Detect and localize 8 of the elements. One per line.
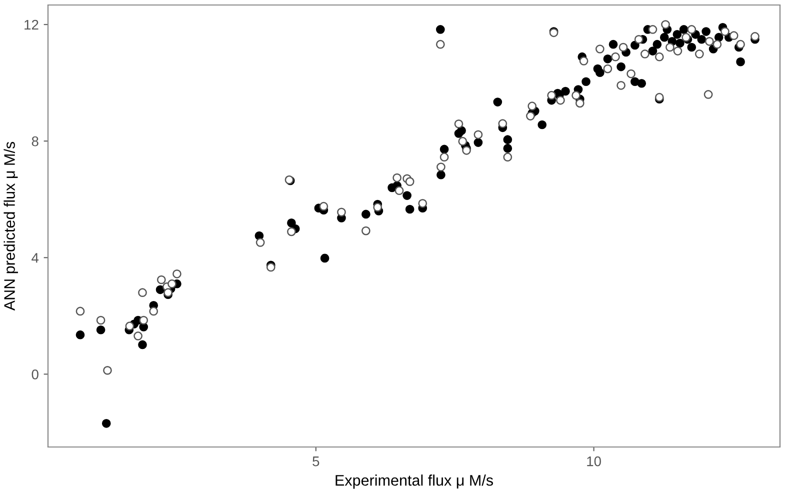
y-tick-label: 4	[32, 253, 39, 263]
y-axis-title: ANN predicted flux μ M/s	[4, 142, 18, 311]
x-axis-title: Experimental flux μ M/s	[336, 474, 493, 489]
x-tick-label: 5	[312, 456, 320, 466]
y-tick-label: 8	[32, 136, 38, 146]
x-tick-label: 10	[587, 456, 601, 466]
y-tick-label: 0	[32, 369, 38, 380]
y-tick-label: 12	[24, 20, 38, 30]
